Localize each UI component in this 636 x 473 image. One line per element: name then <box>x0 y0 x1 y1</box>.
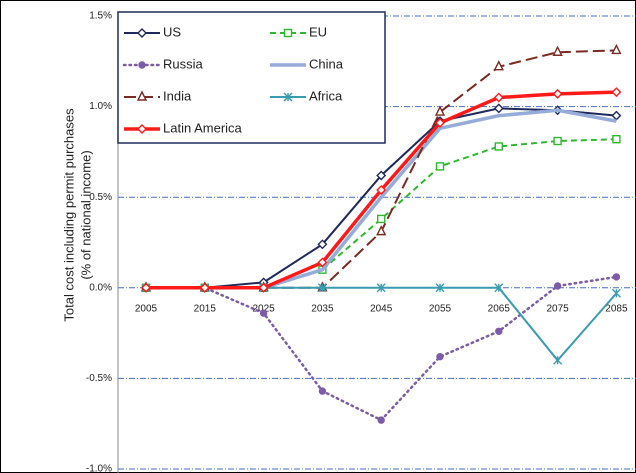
marker <box>553 136 562 146</box>
legend-label: India <box>163 88 192 103</box>
y-label: Total cost including permit purchases <box>61 108 76 322</box>
y-tick-label: -1.0% <box>86 464 112 473</box>
legend-label: China <box>309 56 344 71</box>
series <box>142 273 621 424</box>
legend-label: EU <box>309 24 327 39</box>
marker <box>611 288 621 298</box>
marker <box>493 60 504 71</box>
marker <box>612 273 621 281</box>
marker <box>376 225 387 236</box>
marker <box>317 283 327 293</box>
legend-label: Russia <box>163 56 204 71</box>
legend-label: Latin America <box>163 120 243 135</box>
legend: US EU Russia China India Africa Latin America <box>117 11 386 144</box>
marker <box>283 28 293 38</box>
x-tick-label: 2075 <box>546 303 569 314</box>
marker <box>495 327 503 335</box>
marker <box>611 43 622 55</box>
marker <box>434 105 446 116</box>
x-tick-label: 2005 <box>135 303 158 314</box>
legend-label: Africa <box>309 88 343 103</box>
x-tick-label: 2065 <box>488 303 511 314</box>
marker <box>136 90 148 101</box>
marker <box>137 124 147 134</box>
marker <box>137 28 147 38</box>
x-tick-label: 2025 <box>252 303 275 314</box>
y-tick-label: 1.5% <box>89 11 112 22</box>
legend-box <box>117 11 386 144</box>
marker <box>435 117 445 128</box>
marker <box>377 214 386 224</box>
y-tick-label: 0.0% <box>89 282 112 293</box>
marker <box>318 387 327 395</box>
marker <box>283 92 293 102</box>
marker <box>376 283 386 293</box>
marker <box>553 282 562 290</box>
y-label-group: Total cost including permit purchases (%… <box>61 108 93 322</box>
legend-label: US <box>163 24 181 39</box>
marker <box>494 283 504 293</box>
y-tick-label: 1.0% <box>89 101 112 112</box>
marker <box>377 416 385 424</box>
marker <box>317 239 328 250</box>
marker <box>611 87 622 98</box>
marker <box>435 162 445 171</box>
x-tick-label: 2085 <box>605 303 628 314</box>
x-tick-label: 2045 <box>370 303 393 314</box>
y-tick-label: -0.5% <box>86 373 112 384</box>
marker <box>493 103 504 114</box>
y-tick-label: 0.5% <box>89 192 112 203</box>
x-tick-label: 2015 <box>194 303 217 314</box>
marker <box>376 184 387 195</box>
marker <box>552 88 563 99</box>
marker <box>493 92 504 103</box>
marker <box>138 61 146 69</box>
marker <box>435 283 445 293</box>
marker <box>259 309 268 317</box>
marker <box>141 282 151 293</box>
marker <box>199 282 210 293</box>
marker <box>494 142 503 151</box>
marker <box>552 45 563 56</box>
marker <box>553 355 563 365</box>
marker <box>612 135 621 144</box>
marker <box>436 352 444 361</box>
marker <box>258 282 269 293</box>
marker <box>317 257 328 268</box>
series <box>141 87 622 293</box>
marker <box>376 170 387 181</box>
y-label: (% of national income) <box>78 150 93 279</box>
x-tick-label: 2035 <box>311 303 334 314</box>
x-tick-label: 2055 <box>429 303 452 314</box>
